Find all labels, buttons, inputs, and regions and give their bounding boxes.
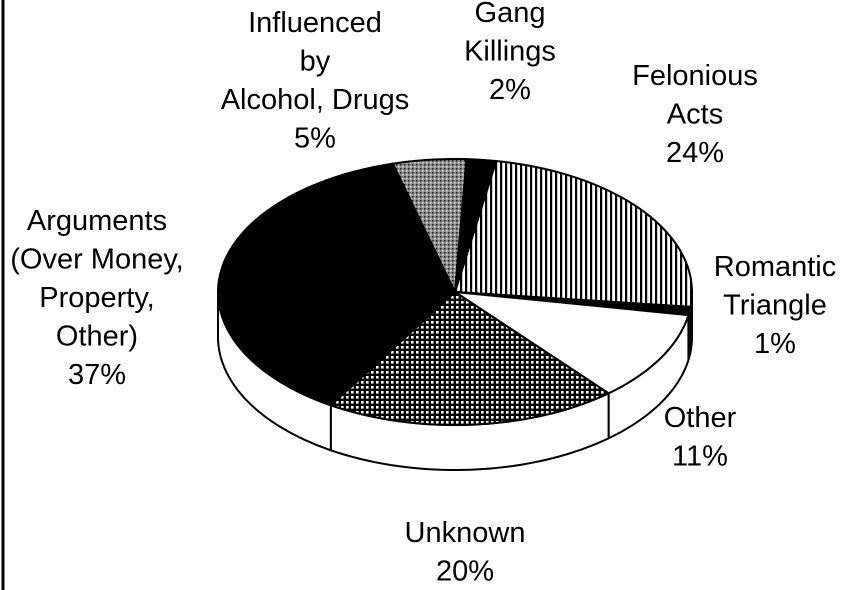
pie-slice <box>453 159 693 308</box>
slice-label: Influenced <box>248 7 382 39</box>
slice-label: Other) <box>56 321 138 353</box>
slice-label: Felonious <box>632 60 758 92</box>
slice-label: Killings <box>464 36 556 68</box>
pie-slice <box>391 158 468 296</box>
slice-label: Triangle <box>723 290 827 322</box>
pie-slice <box>454 158 498 293</box>
slice-label: by <box>300 46 331 78</box>
slice-label: (Over Money, <box>10 244 184 276</box>
slice-label: Romantic <box>714 251 837 283</box>
slice-label: Acts <box>667 99 723 131</box>
slice-label: Alcohol, Drugs <box>221 84 410 116</box>
value-label: 20% <box>436 556 494 588</box>
slice-label: Arguments <box>27 205 167 237</box>
pie-slice <box>217 162 457 407</box>
value-label: 5% <box>294 123 336 155</box>
slice-label: Property, <box>39 282 155 314</box>
slice-label: Unknown <box>405 517 526 549</box>
pie-slice <box>328 290 611 426</box>
value-label: 1% <box>754 328 796 360</box>
value-label: 11% <box>672 441 728 473</box>
pie-slice <box>454 291 690 395</box>
slice-label: Other <box>664 402 737 434</box>
value-label: 24% <box>666 137 724 169</box>
value-label: 37% <box>68 359 126 391</box>
value-label: 2% <box>489 74 531 106</box>
slice-label: Gang <box>475 0 546 29</box>
